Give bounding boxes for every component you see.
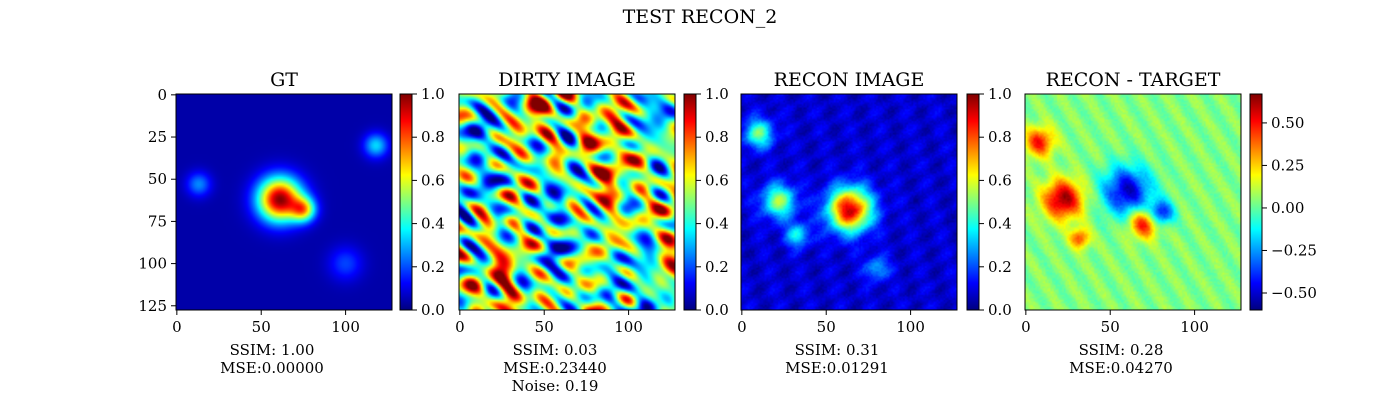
axes-frame bbox=[175, 93, 393, 311]
metric-label: SSIM: 1.00 bbox=[230, 341, 315, 359]
colorbar-tick-label: 0.8 bbox=[988, 128, 1012, 146]
x-tick-label: 50 bbox=[252, 318, 271, 336]
colorbar bbox=[683, 93, 697, 311]
metric-label: MSE:0.01291 bbox=[785, 359, 889, 377]
colorbar-tick-label: 0.8 bbox=[421, 128, 445, 146]
colorbar-tick-label: 0.2 bbox=[988, 258, 1012, 276]
x-tick-label: 50 bbox=[1101, 318, 1120, 336]
colorbar-tick-label: 0.6 bbox=[421, 171, 445, 189]
axes-frame bbox=[740, 93, 958, 311]
panel-title: RECON IMAGE bbox=[774, 69, 925, 91]
panel-1: GT 0 50 100 0 25 50 75 100 125 0.0 0.2 0.4 0.6 0.8 1.0 S… bbox=[138, 69, 445, 377]
metric-label: Noise: 0.19 bbox=[512, 377, 599, 395]
colorbar-tick-label: 0.0 bbox=[421, 301, 445, 319]
colorbar-tick-label: 0.8 bbox=[705, 128, 729, 146]
colorbar-tick-label: 0.4 bbox=[421, 215, 445, 233]
colorbar-tick-label: 0.00 bbox=[1271, 199, 1304, 217]
y-tick-label: 75 bbox=[148, 212, 167, 230]
figure-title: TEST RECON_2 bbox=[623, 6, 778, 28]
colorbar-tick-label: 0.2 bbox=[705, 258, 729, 276]
x-tick-label: 0 bbox=[172, 318, 182, 336]
colorbar-tick-label: 0.25 bbox=[1271, 156, 1304, 174]
colorbar-tick-label: 1.0 bbox=[705, 85, 729, 103]
x-tick-label: 50 bbox=[535, 318, 554, 336]
heatmap-image bbox=[1025, 94, 1241, 310]
metric-label: MSE:0.23440 bbox=[503, 359, 607, 377]
y-tick-label: 25 bbox=[148, 128, 167, 146]
colorbar-tick-label: 0.0 bbox=[705, 301, 729, 319]
axes-frame bbox=[1024, 93, 1242, 311]
colorbar-tick-label: 0.6 bbox=[988, 171, 1012, 189]
panel-4: RECON - TARGET 0 50 100 0.50 0.25 0.00 −0.25 −0.… bbox=[1021, 69, 1317, 377]
metric-label: SSIM: 0.31 bbox=[795, 341, 880, 359]
metric-label: SSIM: 0.28 bbox=[1079, 341, 1164, 359]
metric-label: MSE:0.00000 bbox=[220, 359, 324, 377]
colorbar-tick-label: 0.2 bbox=[421, 258, 445, 276]
heatmap-image bbox=[459, 94, 675, 310]
y-tick-label: 50 bbox=[148, 170, 167, 188]
panel-title: RECON - TARGET bbox=[1046, 69, 1221, 91]
axes-frame bbox=[458, 93, 676, 311]
colorbar-tick-label: 1.0 bbox=[988, 85, 1012, 103]
x-tick-label: 100 bbox=[1180, 318, 1209, 336]
colorbar-tick-label: 0.50 bbox=[1271, 114, 1304, 132]
x-tick-label: 0 bbox=[737, 318, 747, 336]
x-tick-label: 100 bbox=[896, 318, 925, 336]
x-tick-label: 50 bbox=[817, 318, 836, 336]
x-tick-label: 100 bbox=[331, 318, 360, 336]
panel-title: DIRTY IMAGE bbox=[498, 69, 636, 91]
metric-label: SSIM: 0.03 bbox=[513, 341, 598, 359]
y-tick-label: 100 bbox=[138, 255, 167, 273]
heatmap-image bbox=[176, 94, 392, 310]
x-tick-label: 0 bbox=[455, 318, 465, 336]
y-tick-label: 125 bbox=[138, 297, 167, 315]
panel-title: GT bbox=[270, 69, 298, 91]
x-tick-label: 100 bbox=[614, 318, 643, 336]
x-tick-label: 0 bbox=[1021, 318, 1031, 336]
panel-3: RECON IMAGE 0 50 100 0.0 0.2 0.4 0.6 0.8 1.0 SSIM:… bbox=[737, 69, 1012, 377]
colorbar-tick-label: 0.0 bbox=[988, 301, 1012, 319]
metric-label: MSE:0.04270 bbox=[1069, 359, 1173, 377]
colorbar-tick-label: −0.25 bbox=[1271, 241, 1317, 259]
colorbar bbox=[399, 93, 413, 311]
colorbar bbox=[1249, 93, 1263, 311]
y-tick-label: 0 bbox=[157, 86, 167, 104]
panel-2: DIRTY IMAGE 0 50 100 0.0 0.2 0.4 0.6 0.8 1.0 SSIM:… bbox=[455, 69, 729, 395]
heatmap-image bbox=[741, 94, 957, 310]
colorbar-tick-label: 0.6 bbox=[705, 171, 729, 189]
colorbar-tick-label: 1.0 bbox=[421, 85, 445, 103]
colorbar-tick-label: 0.4 bbox=[988, 215, 1012, 233]
colorbar bbox=[966, 93, 980, 311]
colorbar-tick-label: −0.50 bbox=[1271, 284, 1317, 302]
colorbar-tick-label: 0.4 bbox=[705, 215, 729, 233]
